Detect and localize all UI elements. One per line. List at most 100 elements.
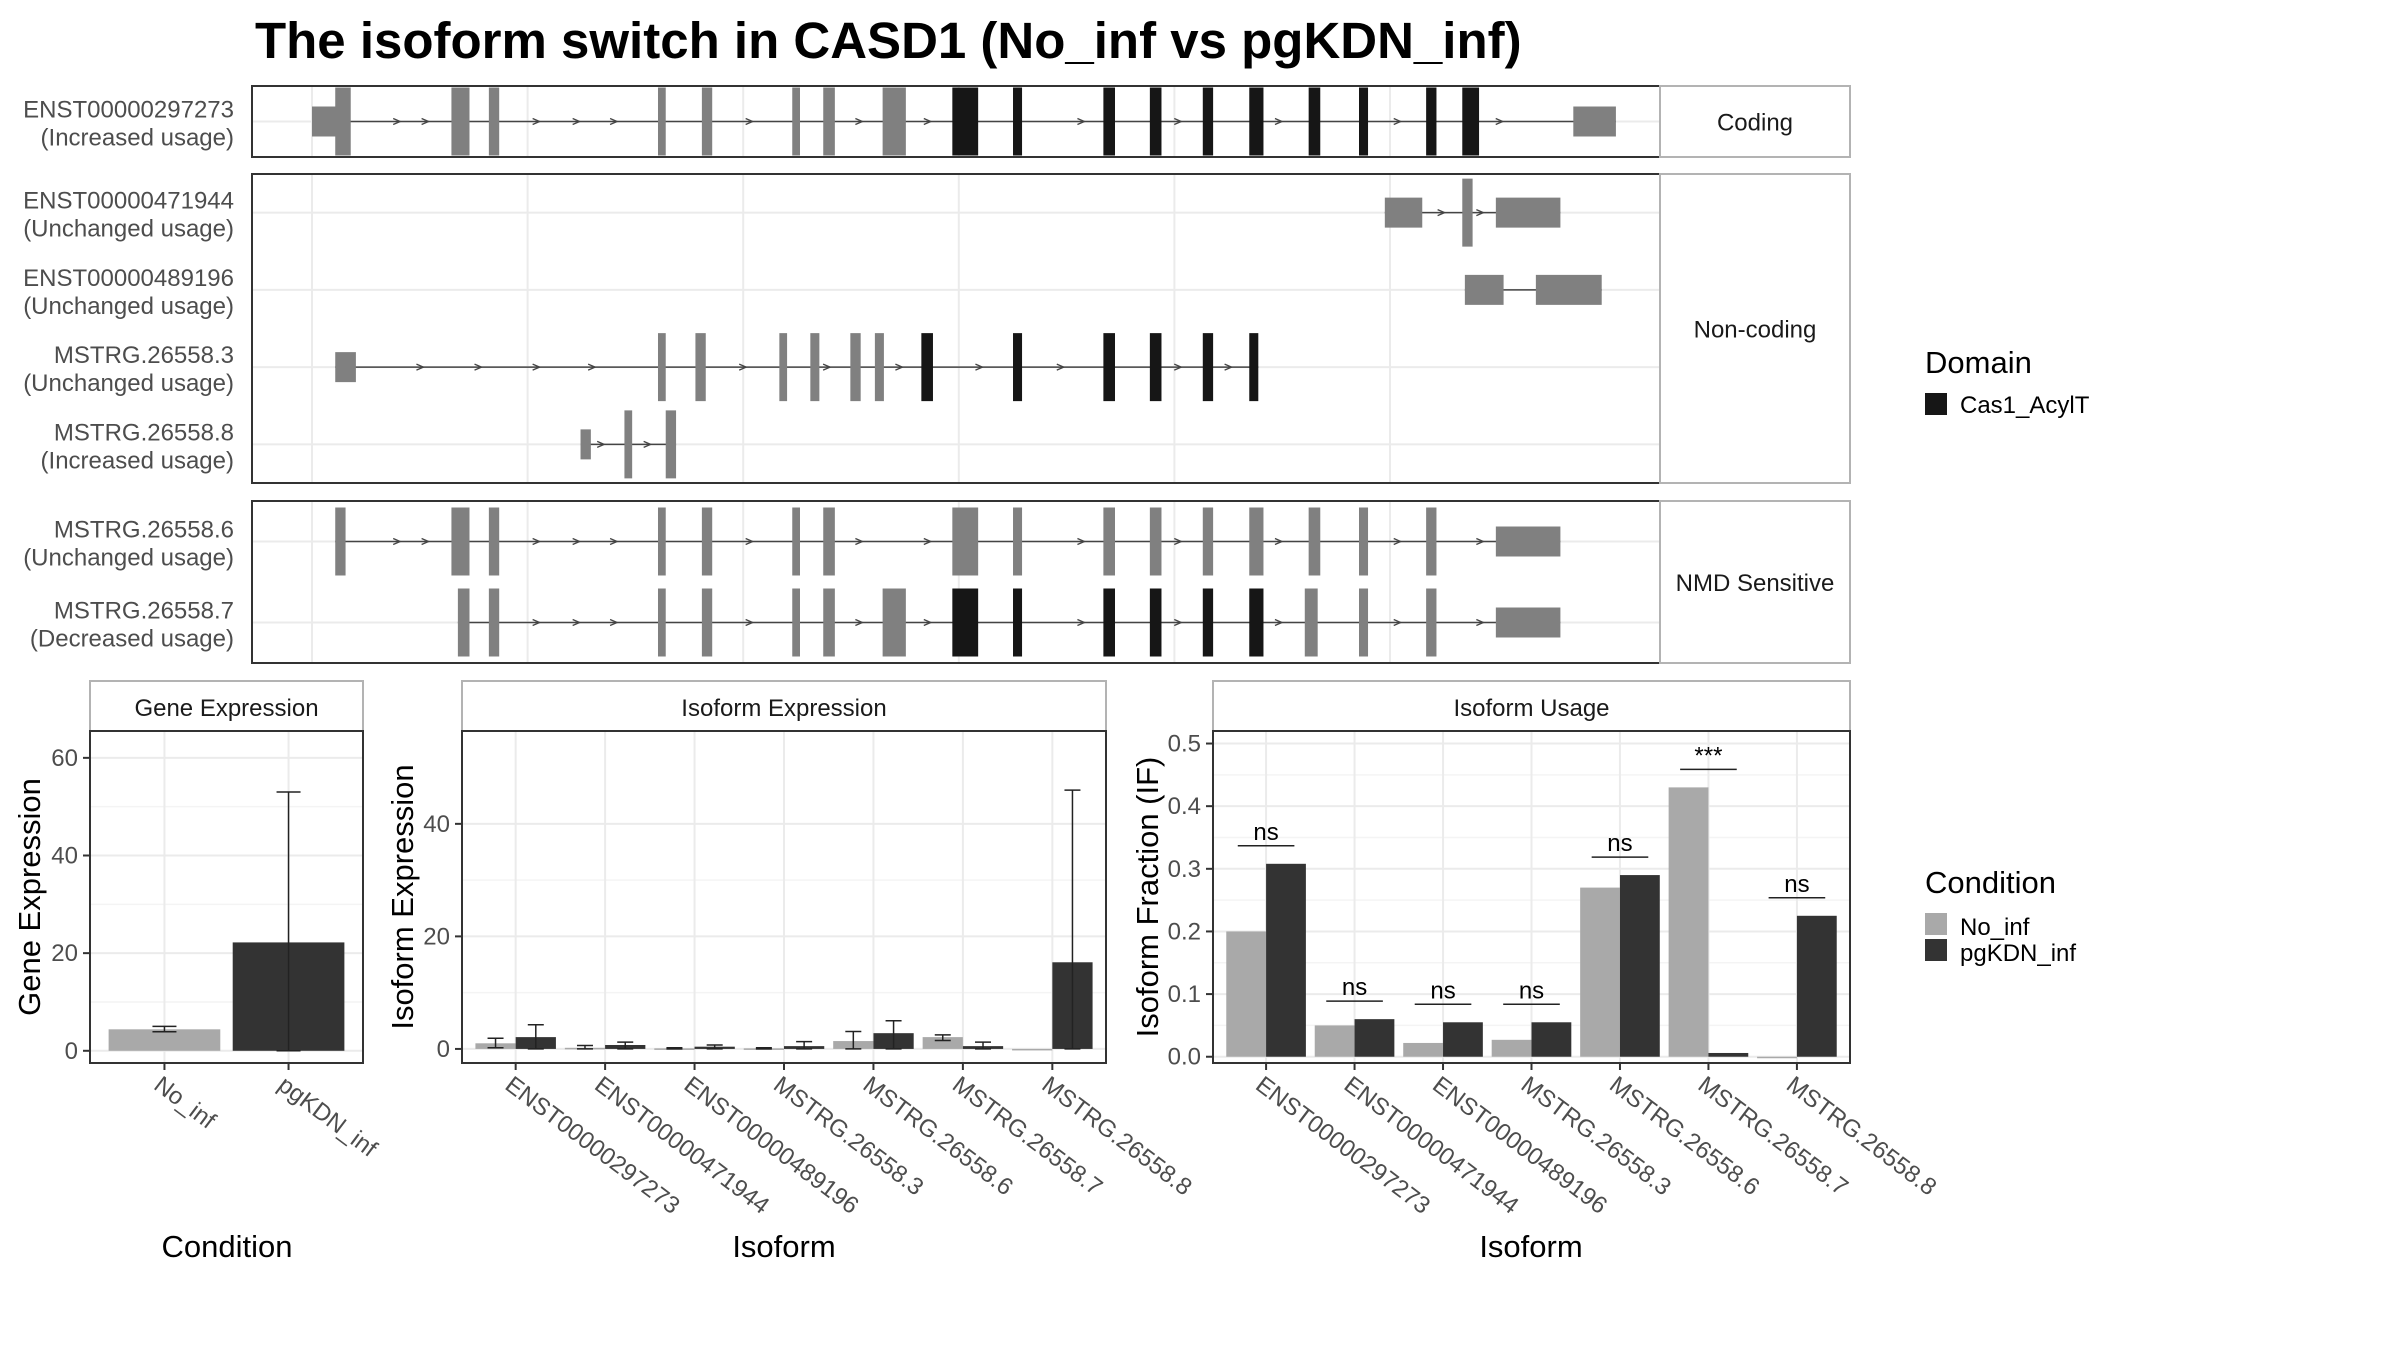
bar — [1314, 1025, 1355, 1057]
exon-block — [488, 87, 500, 156]
intron-arrow — [855, 618, 865, 627]
exon-block — [657, 507, 666, 576]
y-tick-label: 20 — [423, 923, 450, 950]
y-axis-label: Isoform Expression — [385, 764, 420, 1029]
exon-block — [488, 588, 500, 657]
exon-block — [952, 507, 979, 576]
x-axis-label: Isoform — [1479, 1229, 1582, 1264]
structure-group: Non-coding — [251, 173, 1851, 484]
domain-block — [1249, 87, 1264, 156]
utr-block — [1495, 197, 1561, 228]
utr-block — [1384, 197, 1423, 228]
domain-block — [1103, 588, 1116, 657]
utr-block — [580, 429, 591, 460]
bar — [108, 1029, 221, 1051]
x-tick-label: MSTRG.26558.3 — [768, 1071, 928, 1201]
isoform-id-label: MSTRG.26558.7 — [54, 598, 234, 625]
exon-block — [1149, 507, 1162, 576]
utr-block — [1535, 274, 1602, 305]
x-tick-label: pgKDN_inf — [273, 1071, 382, 1163]
intron-arrow — [745, 537, 755, 546]
isoform-id-label: MSTRG.26558.8 — [54, 419, 234, 446]
isoform-usage-label: (Increased usage) — [41, 125, 234, 152]
exon-block — [657, 588, 666, 657]
exon-block — [695, 333, 706, 402]
exon-block — [823, 87, 835, 156]
bar — [1580, 887, 1620, 1057]
intron-arrow — [1393, 537, 1403, 546]
exon-block — [1462, 178, 1473, 247]
exon-block — [1103, 507, 1116, 576]
exon-block — [701, 87, 713, 156]
domain-block — [1013, 87, 1023, 156]
intron-arrow — [1077, 618, 1087, 627]
y-tick-label: 0 — [437, 1036, 450, 1063]
exon-block — [1202, 507, 1214, 576]
domain-block — [1013, 588, 1023, 657]
intron-arrow — [822, 363, 832, 371]
intron-arrow — [532, 537, 542, 546]
bar — [1443, 1022, 1483, 1057]
intron-arrow — [392, 117, 402, 126]
intron-arrow — [421, 117, 431, 126]
exon-block — [850, 333, 861, 402]
intron-arrow — [923, 537, 933, 546]
exon-block — [701, 507, 713, 576]
exon-block — [882, 87, 906, 156]
intron-arrow — [1174, 117, 1183, 126]
exon-block — [1426, 507, 1437, 576]
y-tick-label: 0.2 — [1168, 918, 1201, 945]
y-tick-label: 0.4 — [1168, 793, 1201, 820]
y-tick-label: 60 — [51, 745, 78, 772]
intron-arrow — [1056, 363, 1066, 371]
intron-arrow — [1077, 537, 1087, 546]
structure-group: Coding — [251, 85, 1851, 158]
x-tick-label: MSTRG.26558.7 — [1693, 1071, 1853, 1201]
significance-label: ns — [1784, 871, 1809, 898]
exon-block — [701, 588, 713, 657]
domain-legend-label: Cas1_AcylT — [1960, 392, 2090, 419]
exon-block — [823, 507, 835, 576]
domain-block — [1249, 333, 1259, 402]
intron-arrow — [895, 363, 905, 371]
utr-block — [1495, 607, 1561, 638]
exon-block — [1304, 588, 1318, 657]
significance-label: ns — [1430, 977, 1455, 1004]
domain-block — [1149, 588, 1162, 657]
bar — [1708, 1052, 1749, 1057]
x-tick-label: MSTRG.26558.6 — [1604, 1071, 1764, 1201]
structure-group-bg — [252, 174, 1660, 483]
exon-block — [1308, 507, 1321, 576]
panel-title: Gene Expression — [134, 695, 318, 722]
intron-arrow — [532, 363, 542, 371]
bar — [1491, 1039, 1532, 1057]
significance-label: ns — [1342, 974, 1367, 1001]
exon-block — [823, 588, 835, 657]
y-tick-label: 0.1 — [1168, 981, 1201, 1008]
intron-arrow — [1476, 618, 1486, 627]
intron-arrow — [416, 363, 426, 371]
bar — [1668, 787, 1709, 1057]
intron-arrow — [609, 618, 619, 627]
domain-block — [1308, 87, 1321, 156]
isoform-usage-label: (Unchanged usage) — [23, 216, 234, 243]
x-tick-label: MSTRG.26558.6 — [858, 1071, 1018, 1201]
domain-block — [921, 333, 933, 402]
domain-block — [1013, 333, 1023, 402]
exon-block — [792, 507, 800, 576]
intron-arrow — [609, 117, 619, 126]
intron-arrow — [923, 618, 933, 627]
exon-block — [882, 588, 906, 657]
exon-block — [792, 588, 800, 657]
intron-arrow — [1437, 209, 1447, 217]
utr-block — [1495, 526, 1561, 557]
exon-block — [874, 333, 884, 402]
intron-arrow — [738, 363, 748, 371]
isoform-usage-label: (Increased usage) — [41, 447, 234, 474]
intron-arrow — [572, 618, 582, 627]
isoform-id-label: ENST00000297273 — [23, 97, 234, 124]
exon-block — [335, 87, 351, 156]
y-tick-label: 0.5 — [1168, 731, 1201, 758]
intron-arrow — [609, 537, 619, 546]
